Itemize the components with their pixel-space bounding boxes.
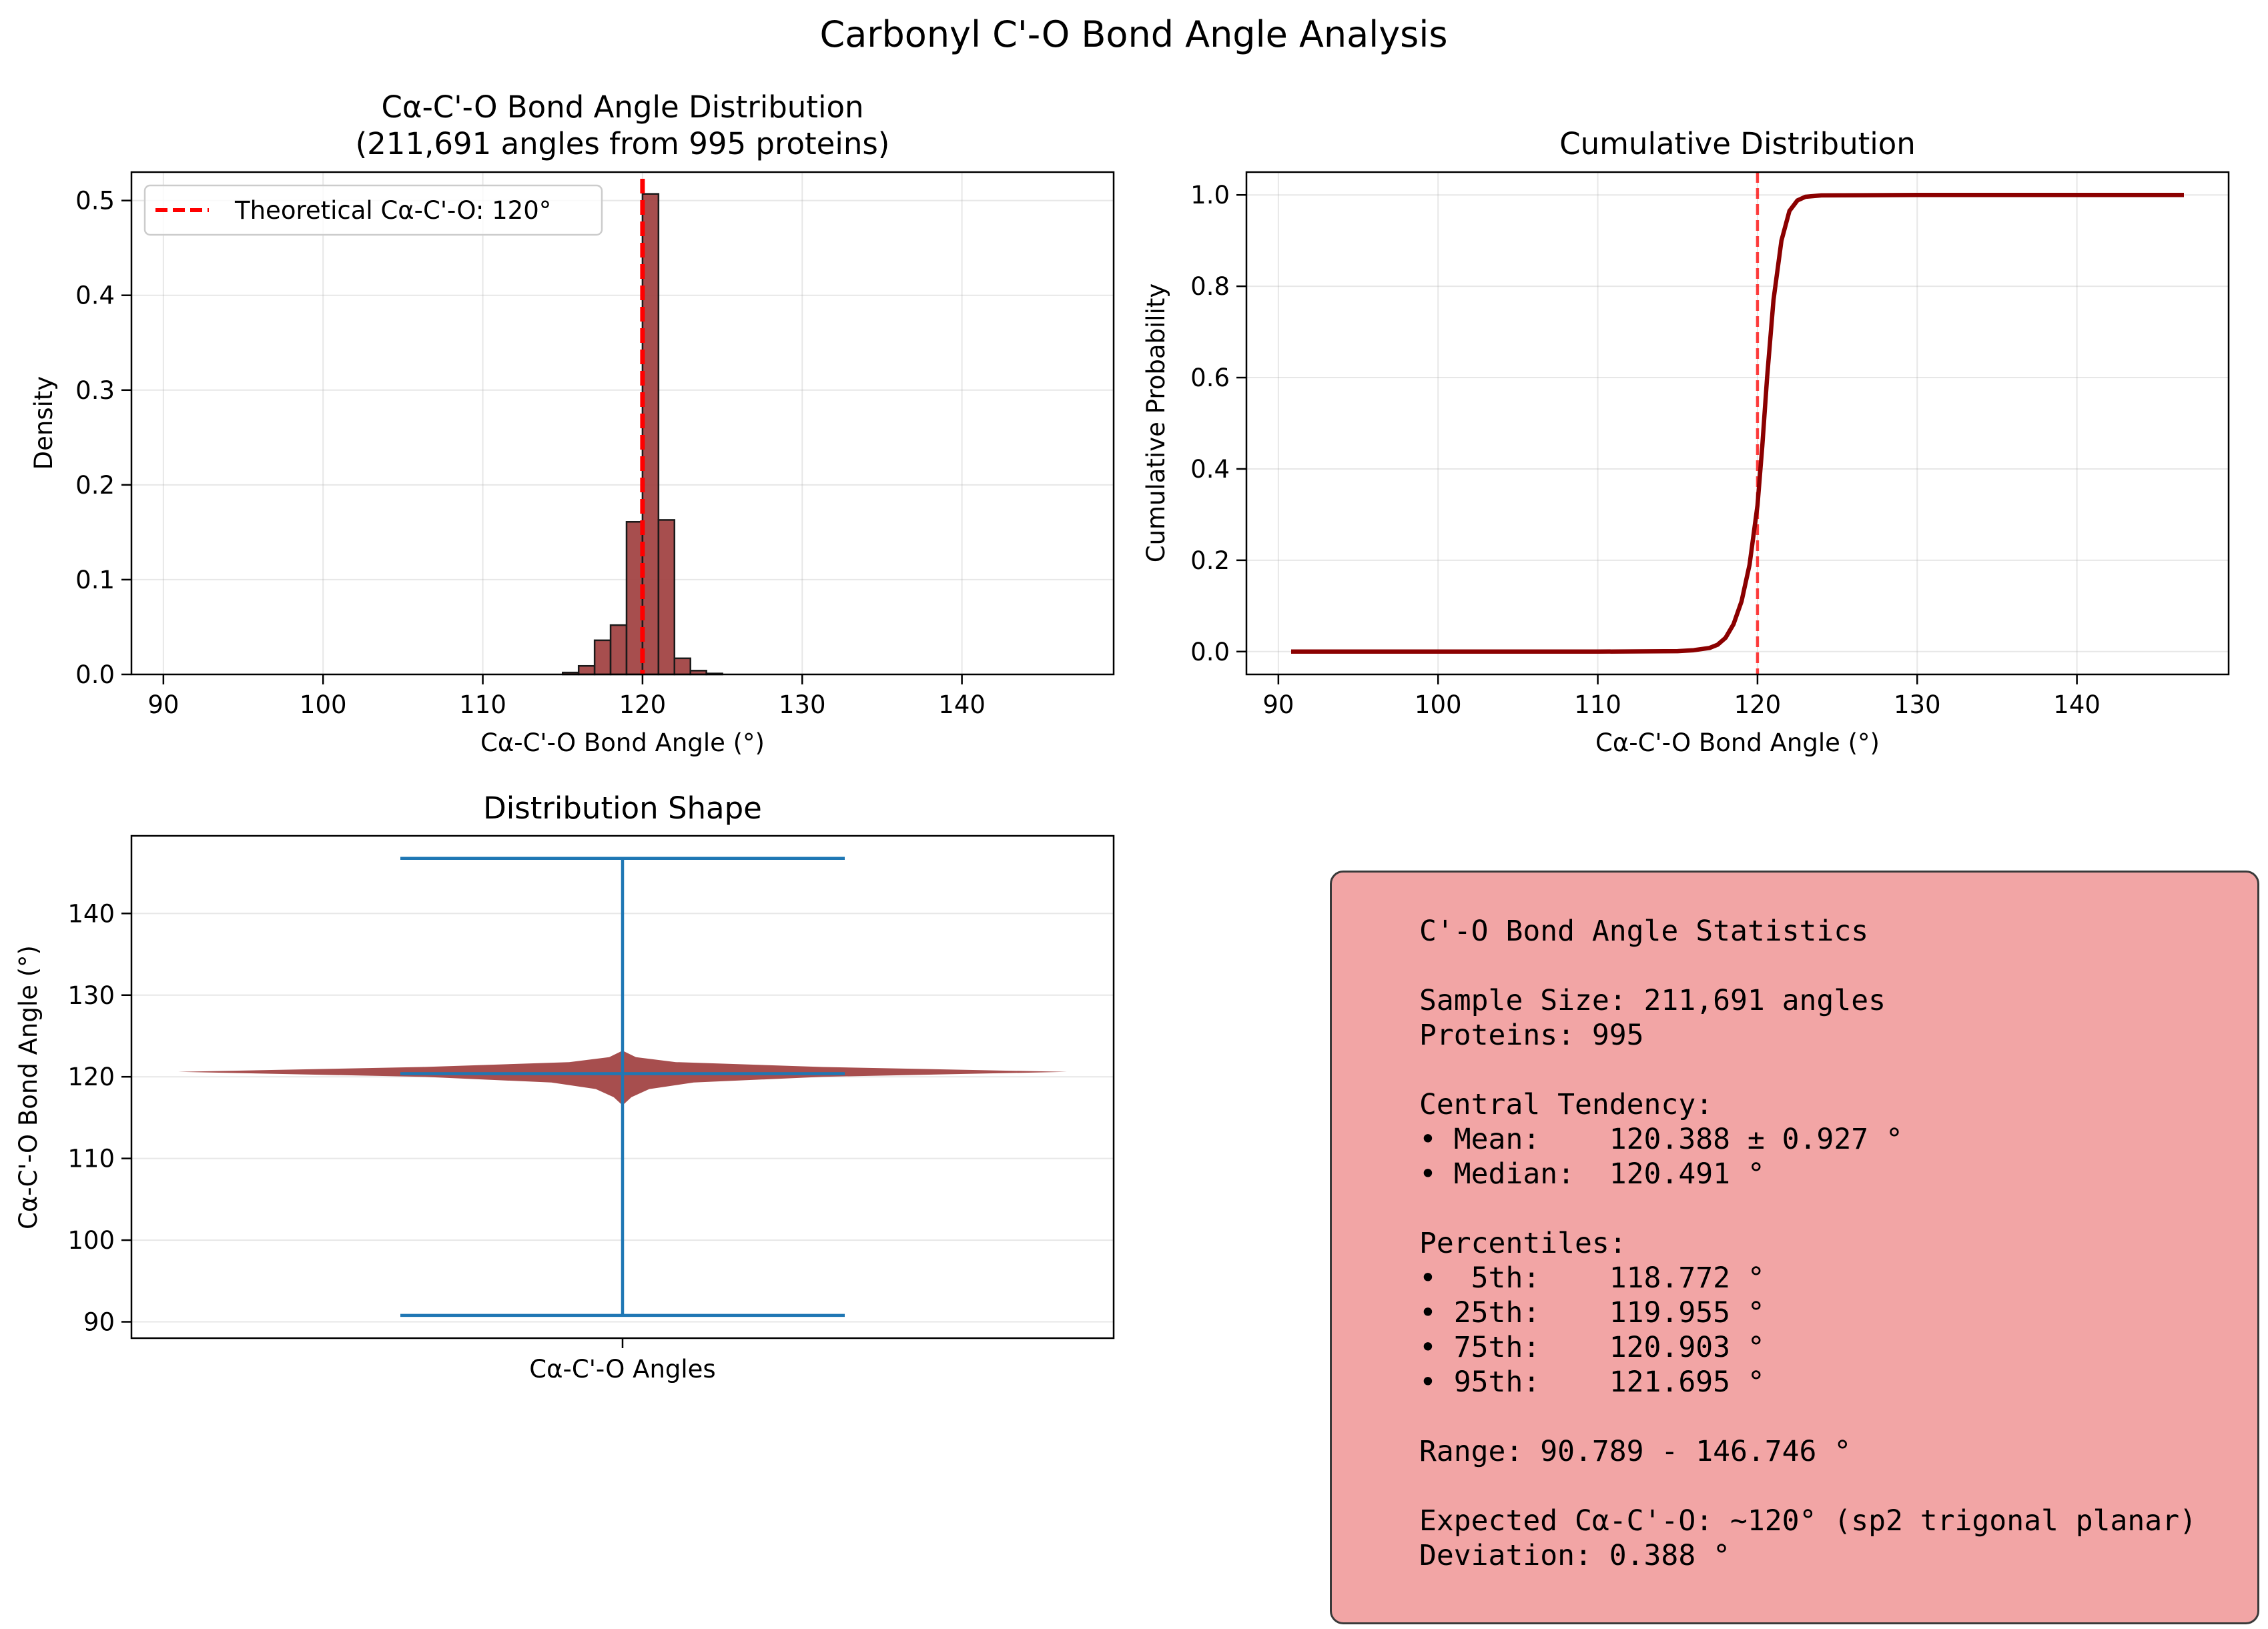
cumulative-ytick-label: 0.2 — [1190, 546, 1230, 575]
cumulative-xlabel: Cα-C'-O Bond Angle (°) — [1595, 728, 1880, 757]
stats-p75: • 75th: 120.903 ° — [1419, 1331, 1765, 1364]
cumulative-frame — [1245, 171, 2230, 676]
histogram-ytick-label: 0.2 — [75, 471, 115, 500]
stats-p5: • 5th: 118.772 ° — [1419, 1261, 1765, 1295]
histogram-bar — [657, 519, 676, 676]
legend-label: Theoretical Cα-C'-O: 120° — [234, 196, 551, 225]
stats-central-heading: Central Tendency: — [1419, 1088, 1714, 1121]
histogram-ytick-label: 0.3 — [75, 376, 115, 405]
histogram-ylabel: Density — [29, 376, 58, 470]
cumulative-xtick-label: 140 — [2053, 690, 2101, 719]
cumulative-ytick-label: 0.8 — [1190, 272, 1230, 301]
cumulative-xtick-label: 90 — [1262, 690, 1294, 719]
cumulative-ylabel: Cumulative Probability — [1142, 284, 1170, 563]
stats-deviation: Deviation: 0.388 ° — [1419, 1539, 1730, 1572]
cumulative-panel: Cumulative Distribution 90 100 110 120 130 14… — [1142, 126, 2230, 757]
cumulative-xtick-label: 100 — [1415, 690, 1462, 719]
stats-title: C'-O Bond Angle Statistics — [1419, 915, 1869, 948]
violin-ylabel: Cα-C'-O Bond Angle (°) — [14, 945, 43, 1229]
stats-expected: Expected Cα-C'-O: ~120° (sp2 trigonal pl… — [1419, 1504, 2197, 1538]
cumulative-xtick-label: 110 — [1574, 690, 1621, 719]
histogram-frame — [130, 171, 1115, 676]
violin-ytick-label: 130 — [67, 981, 115, 1010]
histogram-bar — [577, 664, 596, 676]
cumulative-ytick-label: 1.0 — [1190, 181, 1230, 209]
histogram-xtick-label: 140 — [938, 690, 986, 719]
violin-title: Distribution Shape — [483, 790, 762, 826]
histogram-xlabel: Cα-C'-O Bond Angle (°) — [480, 728, 765, 757]
violin-ytick-label: 100 — [67, 1226, 115, 1255]
histogram-bar — [641, 193, 660, 676]
violin-panel: Distribution Shape 90 100 110 120 130 140 Cα-… — [14, 790, 1115, 1384]
histogram-title-line2: (211,691 angles from 995 proteins) — [356, 126, 890, 161]
cumulative-ytick-label: 0.4 — [1190, 455, 1230, 484]
histogram-ytick-label: 0.1 — [75, 566, 115, 594]
cumulative-ytick-label: 0.0 — [1190, 638, 1230, 666]
histogram-ytick-label: 0.5 — [75, 187, 115, 215]
stats-mean: • Mean: 120.388 ± 0.927 ° — [1419, 1123, 1903, 1156]
histogram-bar — [625, 521, 644, 676]
histogram-xtick-label: 130 — [779, 690, 826, 719]
histogram-xtick-label: 100 — [300, 690, 347, 719]
violin-ytick-label: 140 — [67, 899, 115, 928]
stats-box — [1330, 871, 2259, 1624]
legend-frame — [143, 184, 603, 236]
histogram-ytick-label: 0.4 — [75, 282, 115, 310]
violin-ytick-label: 90 — [83, 1308, 115, 1337]
stats-sample-size: Sample Size: 211,691 angles — [1419, 984, 1886, 1017]
violin-ytick-label: 120 — [67, 1063, 115, 1091]
histogram-xtick-label: 120 — [619, 690, 667, 719]
histogram-bar — [609, 624, 628, 676]
histogram-legend: Theoretical Cα-C'-O: 120° — [143, 184, 603, 236]
violin-ytick-label: 110 — [67, 1145, 115, 1173]
histogram-bar — [673, 657, 691, 676]
stats-p95: • 95th: 121.695 ° — [1419, 1366, 1765, 1399]
histogram-xtick-label: 90 — [147, 690, 179, 719]
stats-range: Range: 90.789 - 146.746 ° — [1419, 1435, 1852, 1468]
cumulative-xtick-label: 120 — [1734, 690, 1782, 719]
stats-percentiles-heading: Percentiles: — [1419, 1227, 1627, 1260]
histogram-bar — [593, 639, 612, 676]
cdf-line — [1291, 192, 2184, 654]
figure-title: Carbonyl C'-O Bond Angle Analysis — [820, 13, 1448, 55]
cumulative-title: Cumulative Distribution — [1559, 126, 1916, 161]
histogram-ytick-label: 0.0 — [75, 660, 115, 689]
cumulative-ytick-label: 0.6 — [1190, 364, 1230, 392]
stats-median: • Median: 120.491 ° — [1419, 1157, 1765, 1191]
histogram-panel: Cα-C'-O Bond Angle Distribution (211,691… — [29, 89, 1115, 757]
cumulative-xtick-label: 130 — [1894, 690, 1941, 719]
stats-proteins: Proteins: 995 — [1419, 1019, 1644, 1052]
stats-p25: • 25th: 119.955 ° — [1419, 1296, 1765, 1329]
histogram-title-line1: Cα-C'-O Bond Angle Distribution — [381, 89, 863, 125]
histogram-xtick-label: 110 — [459, 690, 506, 719]
stats-text: C'-O Bond Angle Statistics Sample Size: … — [1419, 914, 2197, 1573]
violin-xlabel: Cα-C'-O Angles — [529, 1355, 715, 1384]
